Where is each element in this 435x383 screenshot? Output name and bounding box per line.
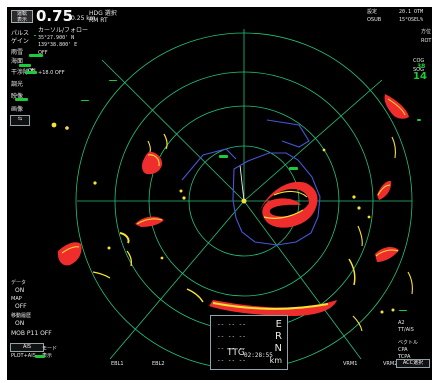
km-row: -- -- --: [217, 357, 246, 364]
small-green-marker-2[interactable]: [109, 80, 117, 81]
small-green-marker-1[interactable]: [81, 100, 89, 101]
left-line-6: 映像: [11, 93, 24, 100]
left-panel-label-0: データ: [11, 280, 27, 286]
ais-mode-button[interactable]: AIS: [10, 343, 44, 352]
ebl2-label: EBL2: [152, 361, 165, 367]
head-mode: HDG 選択: [89, 10, 117, 17]
small-green-marker-4[interactable]: [289, 167, 298, 170]
r-label: R: [275, 331, 282, 342]
km-row-value: -- -- --: [217, 357, 246, 364]
left-nav-button[interactable]: ⇆: [10, 115, 30, 126]
cursor-label: カーソル/フォロー: [38, 27, 89, 34]
sog-value: 14: [413, 71, 427, 82]
left-line-5: 調光: [11, 81, 24, 88]
left-nav-icon: ⇆: [17, 116, 23, 122]
small-green-marker-3[interactable]: [219, 155, 228, 158]
left-panel-label-4: 移動履歴: [11, 313, 32, 319]
left-line-0: パルス: [11, 30, 30, 37]
e-label: E: [275, 319, 282, 330]
cursor-lat: 35°27.900' N: [38, 35, 75, 41]
top-right-line-0: 方位: [421, 29, 432, 35]
heading-marker: [239, 164, 247, 204]
radar-echoes: [51, 94, 413, 332]
left-line-4: 干渉除去: [11, 69, 36, 76]
r-row-value: -- -- --: [217, 333, 246, 340]
ttg-time: 02:28:55: [244, 352, 273, 359]
ebl1-label: EBL1: [111, 361, 124, 367]
mode-box-line2: 表示: [16, 17, 27, 23]
gain-green-button[interactable]: [34, 35, 36, 36]
display-label: 表示: [42, 353, 53, 359]
small-off-label: OFF: [38, 50, 48, 56]
mode-box-line1: 運転: [16, 11, 27, 17]
top-right-line-2: COG: [413, 58, 425, 64]
left-line-7: 画像: [11, 106, 24, 113]
acc-select-label: ACC選択: [402, 360, 424, 366]
top-right-label-1: OSUB: [367, 17, 382, 23]
rain-green-button[interactable]: [19, 64, 31, 67]
e-row-value: -- -- --: [217, 321, 246, 328]
acc-select-button[interactable]: ACC選択: [396, 359, 430, 368]
left-line-1: ゲイン: [11, 38, 29, 45]
top-right-line-3: SOG: [413, 67, 424, 73]
right-panel-line-3: CPA: [398, 347, 408, 353]
right-panel-line-2: ベクトル: [398, 340, 419, 346]
n-row-value: -- -- --: [217, 345, 246, 352]
right-panel-line-0: A2: [398, 320, 405, 326]
radar-display: 運転 表示 0.75 /0.25 km HDG 選択 RM RT パルス ゲイン…: [7, 7, 432, 380]
plot-ais-label: PLOT+AIS: [11, 353, 36, 359]
display-mode: RM RT: [89, 17, 108, 24]
top-right-label-0: 設定: [367, 9, 378, 15]
range-value: 0.75: [36, 7, 74, 25]
range-sub: /0.25 km: [69, 15, 96, 22]
left-panel-label-3: OFF: [15, 303, 27, 310]
ttg-label: TTG: [227, 348, 245, 358]
sea-green-button[interactable]: [29, 54, 43, 57]
small-offset-label: +18.0 OFF: [38, 70, 65, 76]
n-row: -- -- --: [217, 345, 246, 352]
ais-green-indicator[interactable]: [35, 355, 45, 358]
vrm2-label: VRM2: [383, 361, 398, 367]
ship-echo: [258, 181, 318, 228]
bearing-lines: [77, 29, 412, 360]
navigation-data-box: -- -- -- E -- -- -- R -- -- -- N -- -- -…: [210, 315, 288, 370]
mob-label: MOB P11 OFF: [11, 330, 52, 337]
e-row: -- -- --: [217, 321, 246, 328]
left-line-2: 雨雪: [11, 49, 24, 56]
ais-mode-label: AIS: [22, 344, 32, 350]
left-line-3: 海面: [11, 58, 24, 65]
top-right-line-1: ROT: [421, 38, 432, 44]
right-panel-line-1: TT/AIS: [398, 327, 414, 333]
km-label: km: [269, 356, 282, 365]
left-panel-label-1: ON: [15, 287, 25, 294]
cursor-lon: 139°38.800' E: [38, 42, 78, 48]
left-panel-label-5: ON: [15, 320, 25, 327]
left-panel-label-2: MAP: [11, 296, 22, 302]
top-right-value-0: 20.1 OTM: [399, 9, 424, 15]
r-row: -- -- --: [217, 333, 246, 340]
top-right-value-1: 15°OSEL%: [399, 17, 424, 23]
right-panel-line-4: TCPA: [398, 354, 411, 360]
mode-box[interactable]: 運転 表示: [11, 10, 33, 23]
mode-label: モード: [42, 346, 58, 352]
bottom-right-green-marker[interactable]: [399, 310, 407, 311]
cog-value: 38: [417, 63, 426, 70]
interference-green-button[interactable]: [25, 71, 37, 74]
ais-target-outline: [181, 119, 321, 246]
vrm1-label: VRM1: [343, 361, 358, 367]
small-green-marker-5[interactable]: [417, 119, 421, 121]
n-label: N: [274, 343, 282, 354]
display-green-button[interactable]: [15, 98, 28, 101]
